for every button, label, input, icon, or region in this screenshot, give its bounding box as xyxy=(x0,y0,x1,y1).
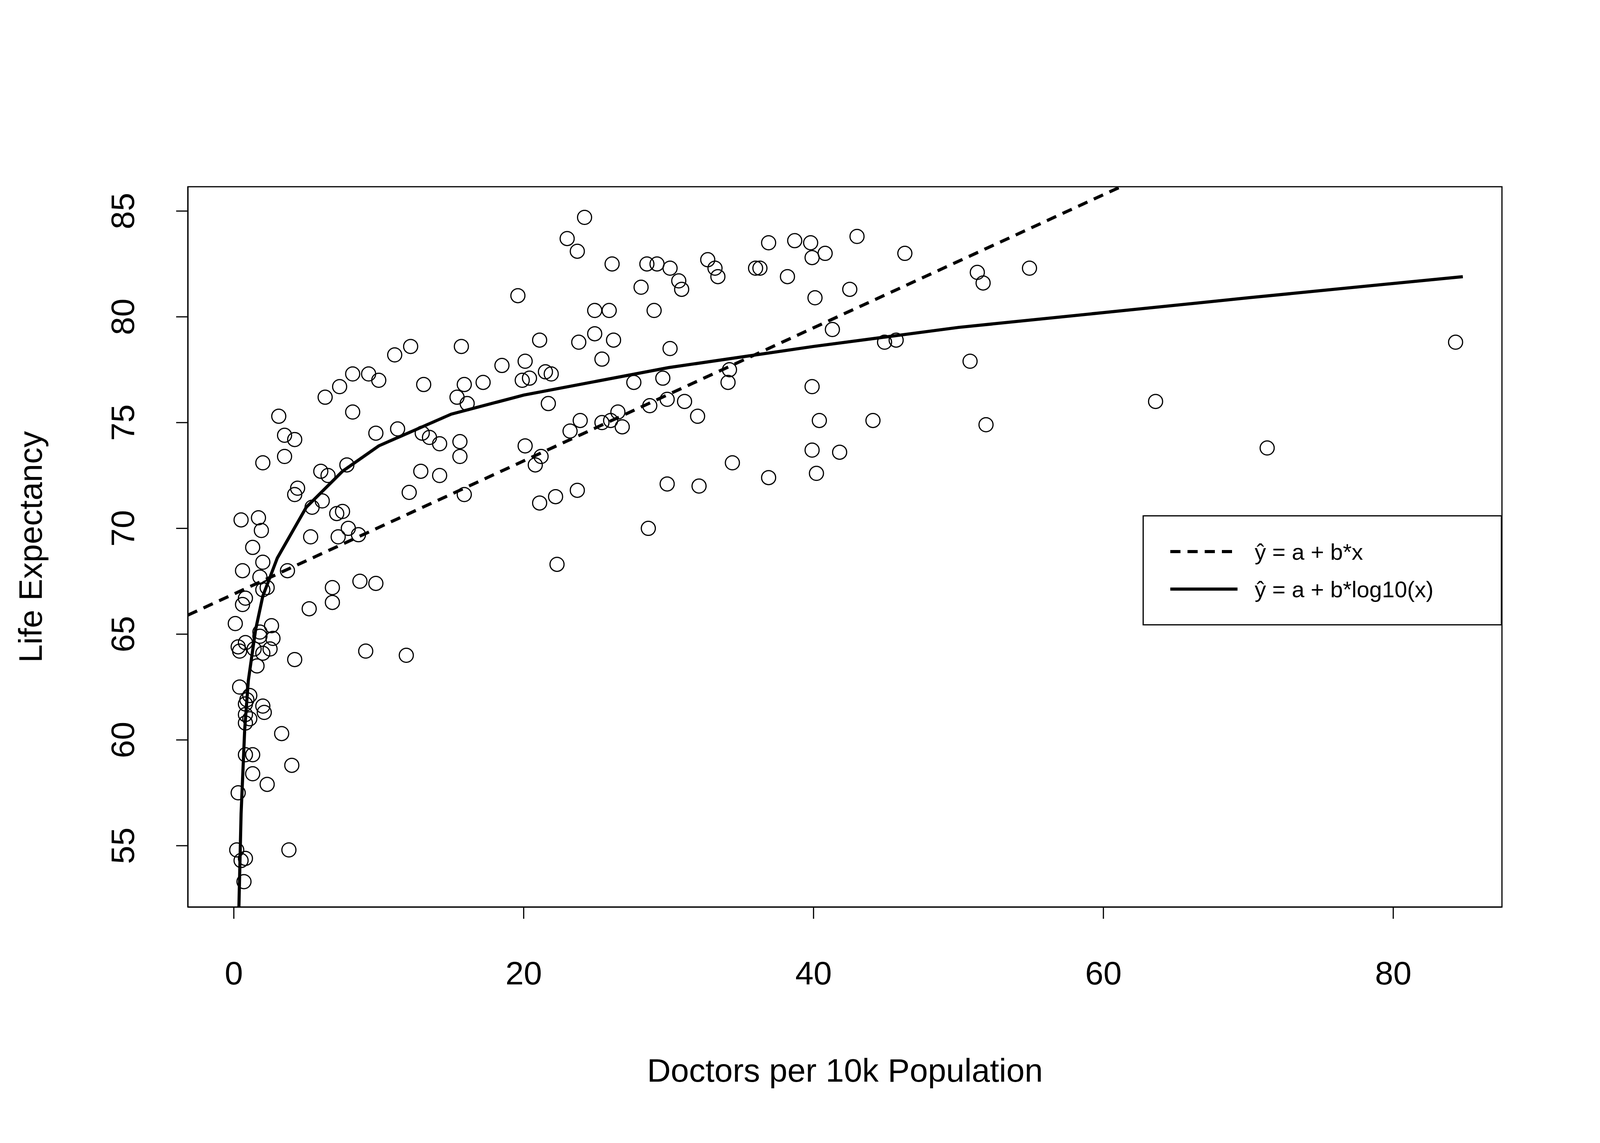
svg-text:85: 85 xyxy=(104,192,142,230)
svg-text:75: 75 xyxy=(104,404,142,441)
svg-text:65: 65 xyxy=(104,616,142,653)
svg-text:80: 80 xyxy=(104,298,142,335)
svg-text:20: 20 xyxy=(505,954,542,992)
html-text:ŷ = a + b*log10(x): ŷ = a + b*log10(x) xyxy=(1254,576,1434,602)
svg-text:40: 40 xyxy=(795,954,832,992)
svg-text:60: 60 xyxy=(1085,954,1122,992)
html-text:Doctors per 10k Population: Doctors per 10k Population xyxy=(647,1051,1043,1089)
svg-text:60: 60 xyxy=(104,721,142,758)
svg-text:80: 80 xyxy=(1375,954,1412,992)
svg-text:55: 55 xyxy=(104,827,142,864)
svg-text:0: 0 xyxy=(224,954,243,992)
svg-text:70: 70 xyxy=(104,510,142,547)
html-text:ŷ = a + b*x: ŷ = a + b*x xyxy=(1254,538,1364,565)
html-text:Life Expectancy: Life Expectancy xyxy=(12,431,49,663)
